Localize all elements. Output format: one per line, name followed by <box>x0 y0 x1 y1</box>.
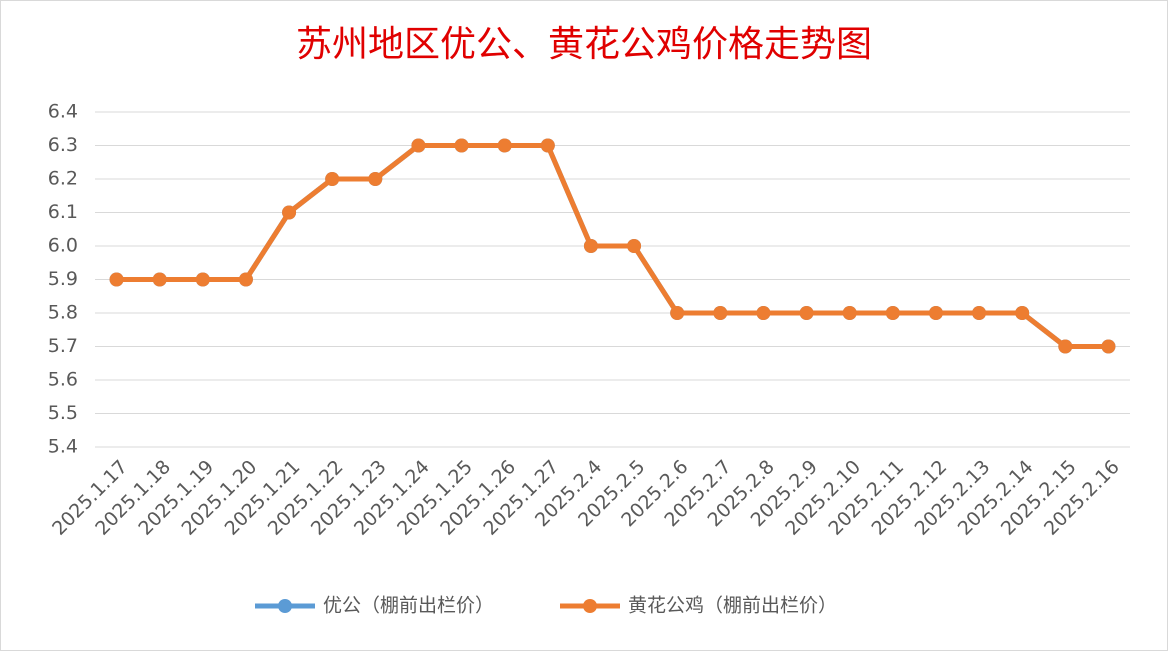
y-tick-label: 6.0 <box>48 235 78 257</box>
data-point <box>928 306 943 320</box>
chart-title: 苏州地区优公、黄花公鸡价格走势图 <box>296 24 872 65</box>
data-point <box>1058 339 1073 354</box>
y-tick-label: 6.3 <box>48 134 78 156</box>
data-point <box>713 306 728 320</box>
data-point <box>282 205 297 220</box>
data-point <box>627 239 642 253</box>
data-point <box>325 172 340 186</box>
y-tick-label: 5.4 <box>48 436 78 458</box>
data-point <box>109 272 124 287</box>
legend-label: 优公（棚前出栏价） <box>323 595 494 617</box>
data-point <box>152 272 167 287</box>
data-point <box>1101 339 1116 354</box>
data-point <box>497 138 512 153</box>
data-point <box>238 272 253 287</box>
data-point <box>799 306 814 320</box>
y-tick-label: 5.8 <box>48 302 78 324</box>
y-tick-label: 5.6 <box>48 369 78 391</box>
series-line <box>116 143 1109 349</box>
y-tick-label: 5.9 <box>48 268 78 290</box>
legend-marker <box>278 599 292 613</box>
data-point <box>885 306 900 320</box>
y-tick-label: 5.5 <box>48 402 78 424</box>
data-point <box>195 272 210 287</box>
data-point <box>1015 306 1030 320</box>
data-point <box>411 138 426 153</box>
data-point <box>454 138 469 153</box>
data-point <box>670 306 685 320</box>
y-tick-label: 5.7 <box>48 335 78 357</box>
data-point <box>842 306 857 320</box>
y-tick-label: 6.4 <box>48 101 78 123</box>
legend-marker <box>583 599 597 613</box>
y-tick-label: 6.2 <box>48 168 78 190</box>
data-point <box>583 239 598 253</box>
y-tick-label: 6.1 <box>48 201 78 223</box>
data-point <box>368 172 383 186</box>
data-point <box>756 306 771 320</box>
data-point <box>972 306 987 320</box>
data-point <box>540 138 555 153</box>
legend-label: 黄花公鸡（棚前出栏价） <box>628 595 837 617</box>
